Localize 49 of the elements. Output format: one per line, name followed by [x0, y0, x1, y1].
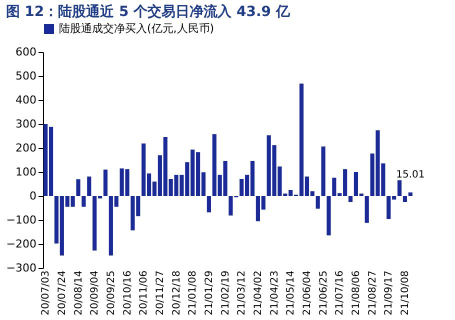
x-tick-label: 21/08/06 — [350, 270, 362, 316]
bar — [348, 196, 353, 202]
y-tick-label: 400 — [16, 94, 36, 106]
y-tick-label: 300 — [16, 118, 36, 130]
x-tick-label: 20/07/03 — [40, 270, 52, 316]
x-tick-label: 20/09/25 — [106, 270, 117, 316]
y-tick-label: 0 — [30, 190, 36, 202]
bar — [87, 176, 92, 196]
x-tick-label: 21/02/19 — [220, 270, 232, 316]
x-tick-label: 21/07/16 — [334, 270, 346, 316]
bar — [206, 196, 211, 212]
bar — [408, 192, 412, 196]
x-tick-label: 21/03/12 — [236, 270, 248, 316]
x-tick-label: 20/11/27 — [154, 270, 166, 316]
x-tick-label: 21/06/25 — [318, 270, 330, 316]
y-tick-label: 200 — [16, 142, 36, 154]
x-tick-label: 21/04/23 — [269, 270, 280, 316]
y-tick-label: 600 — [16, 46, 36, 58]
x-tick-label: 21/04/02 — [252, 270, 264, 316]
x-tick-label: 20/07/24 — [56, 270, 68, 316]
x-tick-label: 20/10/16 — [122, 270, 134, 316]
x-tick-label: 20/12/18 — [171, 270, 182, 316]
bar — [364, 196, 369, 223]
bar — [316, 196, 320, 209]
x-tick-label: 21/10/08 — [400, 270, 411, 316]
bar — [397, 180, 402, 196]
data-label: 15.01 — [396, 169, 425, 180]
y-tick-label: −100 — [6, 214, 36, 226]
x-tick-label: 21/05/14 — [286, 270, 297, 316]
x-tick-label: 21/01/08 — [188, 270, 199, 316]
y-tick-label: −200 — [6, 238, 36, 250]
x-tick-label: 20/11/06 — [138, 270, 150, 316]
x-tick-label: 21/06/04 — [302, 270, 313, 316]
x-tick-label: 20/09/04 — [90, 270, 101, 316]
bar — [103, 170, 108, 196]
bar — [326, 196, 331, 236]
x-tick-label: 20/08/14 — [73, 270, 84, 316]
bar — [76, 179, 80, 196]
x-tick-label: 21/09/17 — [384, 270, 395, 316]
y-tick-label: −300 — [6, 262, 36, 274]
x-tick-label: 21/08/27 — [367, 270, 378, 316]
y-tick-label: 100 — [16, 166, 36, 178]
bar — [82, 196, 86, 207]
bar — [402, 196, 408, 202]
y-tick-label: 500 — [16, 70, 36, 82]
chart-title: 图 12：陆股通近 5 个交易日净流入 43.9 亿 — [6, 3, 291, 20]
legend-label: 陆股通成交净买入(亿元,人民币) — [59, 22, 214, 35]
bar — [321, 146, 326, 196]
x-tick-label: 21/01/29 — [204, 270, 215, 316]
